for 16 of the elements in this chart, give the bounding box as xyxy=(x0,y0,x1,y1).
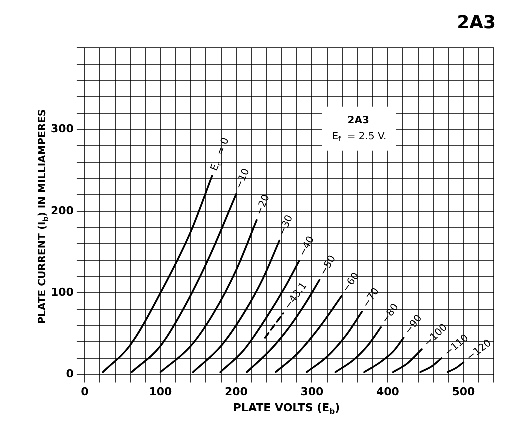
y-tick-label: 0 xyxy=(66,368,74,381)
y-tick-label: 200 xyxy=(50,204,74,218)
x-tick-label: 300 xyxy=(300,385,324,398)
x-tick-label: 0 xyxy=(81,385,90,398)
x-tick-label: 500 xyxy=(452,385,476,398)
text: −40 xyxy=(297,234,318,259)
chart-title: 2A3 xyxy=(457,12,496,34)
x-tick-label: 100 xyxy=(149,385,173,398)
x-tick-label: 200 xyxy=(224,385,248,398)
text: −30 xyxy=(277,214,296,238)
annotation: 2A3 xyxy=(348,115,370,126)
text: −10 xyxy=(234,167,252,191)
text: −20 xyxy=(254,193,272,217)
y-tick-label: 100 xyxy=(50,286,74,299)
x-tick-label: 400 xyxy=(376,385,400,398)
y-tick-label: 300 xyxy=(50,122,74,136)
